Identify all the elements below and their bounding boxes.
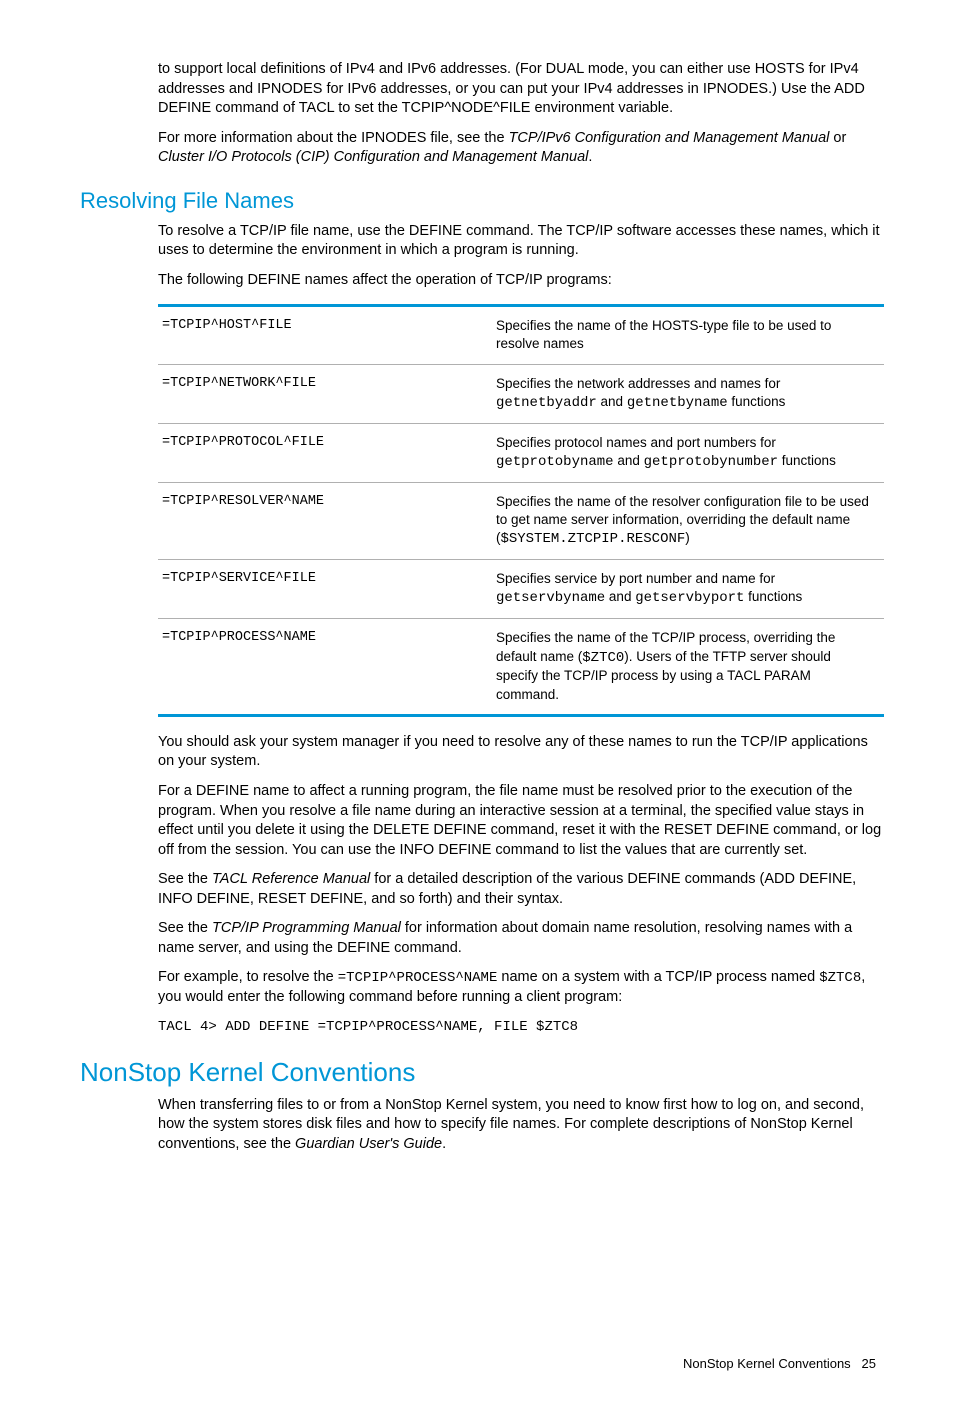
define-name: =TCPIP^PROTOCOL^FILE bbox=[158, 423, 492, 482]
table-row: =TCPIP^HOST^FILE Specifies the name of t… bbox=[158, 306, 884, 364]
text: For more information about the IPNODES f… bbox=[158, 130, 509, 146]
define-name: =TCPIP^RESOLVER^NAME bbox=[158, 482, 492, 559]
table-row: =TCPIP^RESOLVER^NAME Specifies the name … bbox=[158, 482, 884, 559]
code-block: TACL 4> ADD DEFINE =TCPIP^PROCESS^NAME, … bbox=[80, 1018, 884, 1037]
text: functions bbox=[728, 394, 786, 409]
table-row: =TCPIP^NETWORK^FILE Specifies the networ… bbox=[158, 364, 884, 423]
text: Specifies service by port number and nam… bbox=[496, 571, 775, 586]
resolving-para-4: For a DEFINE name to affect a running pr… bbox=[80, 782, 884, 860]
define-name: =TCPIP^PROCESS^NAME bbox=[158, 619, 492, 716]
text: . bbox=[588, 149, 592, 165]
resolving-para-7: For example, to resolve the =TCPIP^PROCE… bbox=[80, 968, 884, 1007]
nonstop-para-1: When transferring files to or from a Non… bbox=[80, 1096, 884, 1155]
heading-resolving-file-names: Resolving File Names bbox=[80, 186, 884, 216]
heading-nonstop-kernel-conventions: NonStop Kernel Conventions bbox=[80, 1055, 884, 1090]
resolving-para-6: See the TCP/IP Programming Manual for in… bbox=[80, 919, 884, 958]
text: name on a system with a TCP/IP process n… bbox=[497, 969, 819, 985]
text: See the bbox=[158, 920, 212, 936]
code-inline: getservbyname bbox=[496, 590, 605, 606]
text: and bbox=[614, 453, 644, 468]
define-desc: Specifies the name of the HOSTS-type fil… bbox=[492, 306, 884, 364]
code-inline: $SYSTEM.ZTCPIP.RESCONF bbox=[500, 531, 685, 547]
text: . bbox=[442, 1136, 446, 1152]
resolving-para-5: See the TACL Reference Manual for a deta… bbox=[80, 870, 884, 909]
define-desc: Specifies protocol names and port number… bbox=[492, 423, 884, 482]
resolving-para-1: To resolve a TCP/IP file name, use the D… bbox=[80, 222, 884, 261]
define-desc: Specifies the name of the TCP/IP process… bbox=[492, 619, 884, 716]
text: functions bbox=[744, 589, 802, 604]
code-inline: getprotobynumber bbox=[644, 454, 778, 470]
text: or bbox=[829, 130, 846, 146]
page-footer: NonStop Kernel Conventions 25 bbox=[80, 1355, 884, 1373]
manual-ref: TCP/IP Programming Manual bbox=[212, 920, 401, 936]
intro-para-1: to support local definitions of IPv4 and… bbox=[80, 60, 884, 119]
text: When transferring files to or from a Non… bbox=[158, 1097, 864, 1152]
text: and bbox=[597, 394, 627, 409]
text: For example, to resolve the bbox=[158, 969, 338, 985]
footer-section-label: NonStop Kernel Conventions bbox=[683, 1356, 851, 1371]
text: Specifies protocol names and port number… bbox=[496, 435, 776, 450]
manual-ref: TCP/IPv6 Configuration and Management Ma… bbox=[509, 130, 830, 146]
resolving-para-3: You should ask your system manager if yo… bbox=[80, 733, 884, 772]
define-name: =TCPIP^NETWORK^FILE bbox=[158, 364, 492, 423]
code-inline: =TCPIP^PROCESS^NAME bbox=[338, 970, 498, 986]
code-inline: getnetbyaddr bbox=[496, 395, 597, 411]
manual-ref: Guardian User's Guide bbox=[295, 1136, 442, 1152]
text: Specifies the network addresses and name… bbox=[496, 376, 780, 391]
text: ) bbox=[685, 530, 690, 545]
define-name: =TCPIP^HOST^FILE bbox=[158, 306, 492, 364]
table-row: =TCPIP^SERVICE^FILE Specifies service by… bbox=[158, 560, 884, 619]
code-inline: getnetbyname bbox=[627, 395, 728, 411]
define-desc: Specifies service by port number and nam… bbox=[492, 560, 884, 619]
text: and bbox=[605, 589, 635, 604]
define-desc: Specifies the network addresses and name… bbox=[492, 364, 884, 423]
table-row: =TCPIP^PROTOCOL^FILE Specifies protocol … bbox=[158, 423, 884, 482]
define-desc: Specifies the name of the resolver confi… bbox=[492, 482, 884, 559]
code-inline: $ZTC8 bbox=[819, 970, 861, 986]
resolving-para-2: The following DEFINE names affect the op… bbox=[80, 271, 884, 291]
table-row: =TCPIP^PROCESS^NAME Specifies the name o… bbox=[158, 619, 884, 716]
intro-para-2: For more information about the IPNODES f… bbox=[80, 129, 884, 168]
code-inline: getprotobyname bbox=[496, 454, 614, 470]
code-inline: getservbyport bbox=[635, 590, 744, 606]
define-names-table: =TCPIP^HOST^FILE Specifies the name of t… bbox=[158, 304, 884, 717]
footer-page-number: 25 bbox=[862, 1356, 876, 1371]
define-name: =TCPIP^SERVICE^FILE bbox=[158, 560, 492, 619]
manual-ref: Cluster I/O Protocols (CIP) Configuratio… bbox=[158, 149, 588, 165]
text: See the bbox=[158, 871, 212, 887]
text: functions bbox=[778, 453, 836, 468]
code-inline: $ZTC0 bbox=[582, 650, 624, 666]
manual-ref: TACL Reference Manual bbox=[212, 871, 370, 887]
